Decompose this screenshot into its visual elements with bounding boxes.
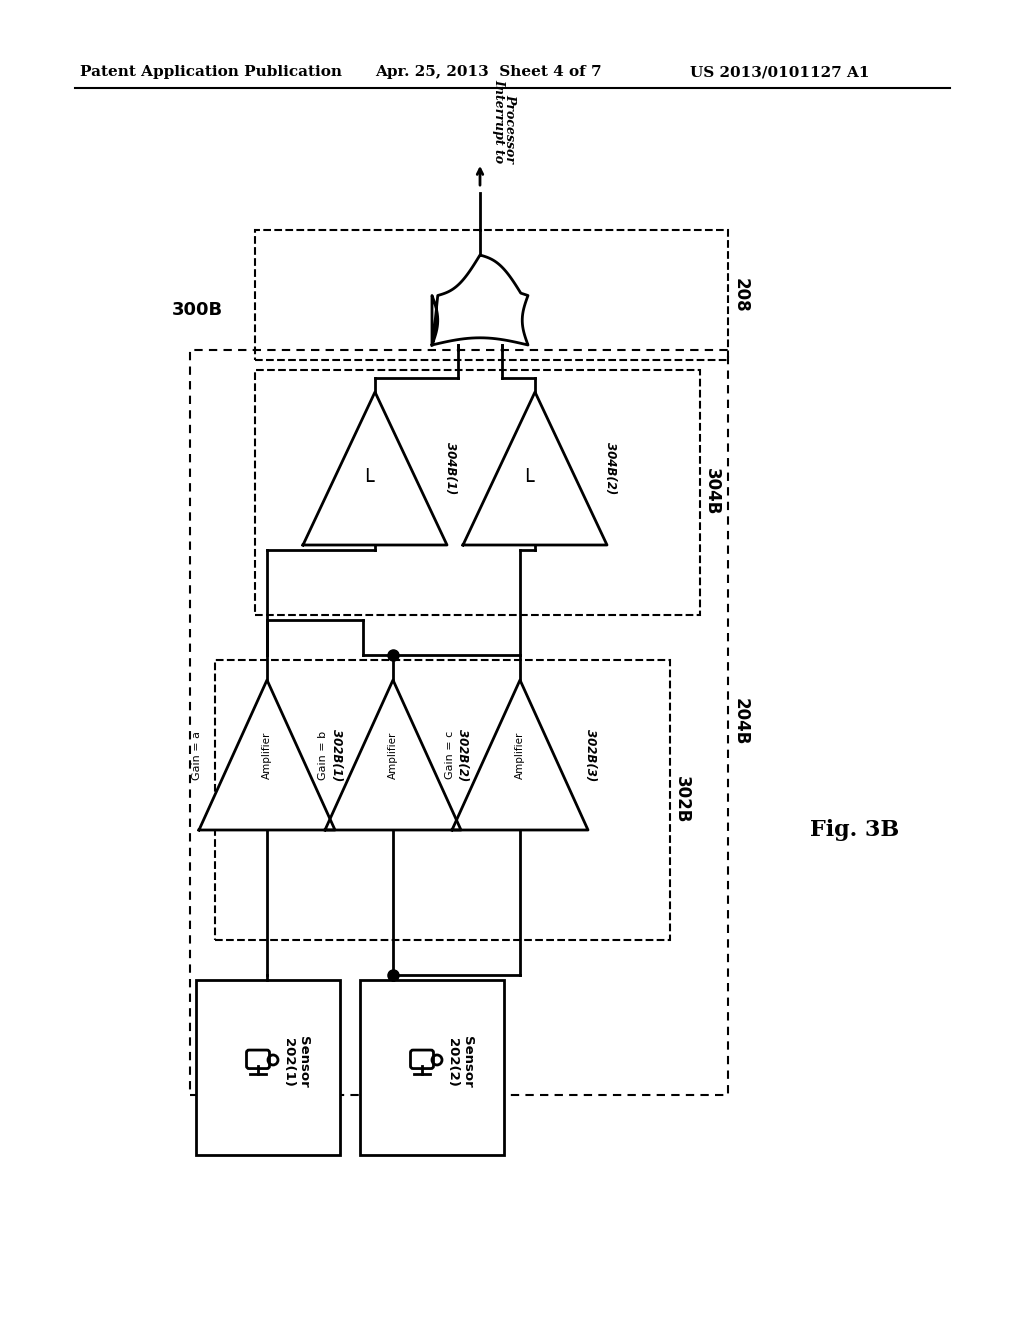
Text: Apr. 25, 2013  Sheet 4 of 7: Apr. 25, 2013 Sheet 4 of 7 [375, 65, 602, 79]
Text: 208: 208 [732, 277, 750, 313]
Text: 304B(1): 304B(1) [443, 442, 457, 494]
Text: 304B(2): 304B(2) [603, 442, 616, 494]
Text: Processor: Processor [503, 94, 516, 162]
Text: Sensor
202(1): Sensor 202(1) [282, 1036, 310, 1088]
Text: 302B(1): 302B(1) [331, 729, 343, 781]
Text: Amplifier: Amplifier [515, 731, 525, 779]
Polygon shape [325, 680, 461, 830]
Text: 204B: 204B [732, 698, 750, 746]
Text: 302B: 302B [673, 776, 691, 824]
Text: └: └ [520, 473, 534, 492]
Text: Sensor
202(2): Sensor 202(2) [446, 1036, 474, 1088]
Text: Patent Application Publication: Patent Application Publication [80, 65, 342, 79]
Polygon shape [199, 680, 335, 830]
Text: Amplifier: Amplifier [388, 731, 398, 779]
Polygon shape [303, 392, 447, 545]
Text: 302B(2): 302B(2) [457, 729, 469, 781]
Text: US 2013/0101127 A1: US 2013/0101127 A1 [690, 65, 869, 79]
Text: └: └ [360, 473, 374, 492]
Text: Interrupt to: Interrupt to [492, 79, 505, 162]
Polygon shape [463, 392, 607, 545]
Text: 304B: 304B [703, 469, 721, 516]
Text: 302B(3): 302B(3) [584, 729, 597, 781]
Text: Gain = c: Gain = c [445, 731, 455, 779]
Text: Amplifier: Amplifier [262, 731, 272, 779]
FancyBboxPatch shape [360, 979, 504, 1155]
Polygon shape [432, 255, 528, 345]
Text: 300B: 300B [172, 301, 223, 319]
Polygon shape [452, 680, 588, 830]
Text: Fig. 3B: Fig. 3B [810, 818, 899, 841]
Text: Gain = a: Gain = a [193, 730, 202, 780]
Text: Gain = b: Gain = b [318, 730, 328, 780]
FancyBboxPatch shape [196, 979, 340, 1155]
